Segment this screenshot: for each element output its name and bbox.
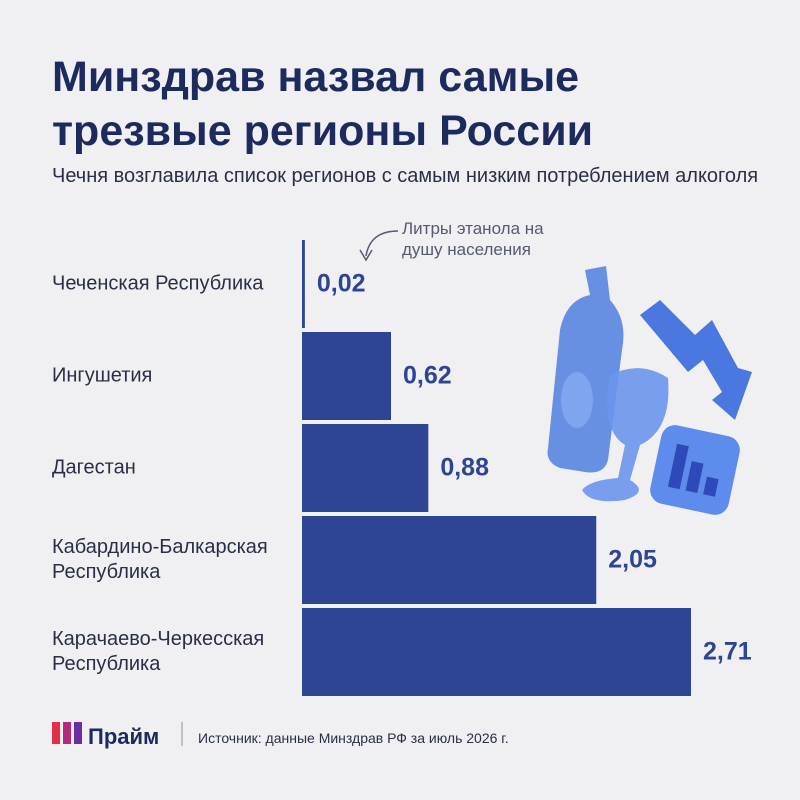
illustration <box>547 266 752 515</box>
value-label: 2,71 <box>703 637 752 666</box>
bar <box>302 240 305 328</box>
value-label: 0,62 <box>402 361 452 390</box>
category-label: Кабардино-Балкарская Республика <box>52 536 268 583</box>
bar <box>302 608 691 696</box>
bar <box>302 332 391 420</box>
bar <box>302 516 597 604</box>
chart-icon-bar <box>685 461 704 493</box>
annotation-arrow <box>365 230 399 257</box>
annotation-arrowhead <box>359 249 373 262</box>
category-label: Чеченская Республика <box>52 272 264 295</box>
brand: Прайм <box>88 724 160 749</box>
bar <box>302 424 429 512</box>
logo-mark <box>52 722 60 744</box>
bottle <box>547 266 624 473</box>
chart-icon-bar <box>667 443 689 490</box>
glass <box>582 368 669 502</box>
value-label: 0,02 <box>316 269 366 298</box>
down-arrow <box>640 300 752 420</box>
subtitle: Чечня возглавила список регионов с самым… <box>52 165 759 187</box>
category-label: Карачаево-Черкесская Республика <box>52 628 265 675</box>
category-label: Дагестан <box>52 456 136 479</box>
title: Минздрав назвал самые трезвые регионы Ро… <box>52 53 594 155</box>
logo-mark <box>63 722 71 744</box>
chart-icon-bar <box>703 476 719 497</box>
annotation: Литры этанола на душу населения <box>402 219 544 259</box>
source: Источник: данные Минздрав РФ за июль 202… <box>198 730 509 746</box>
bottle-label <box>561 372 593 428</box>
logo-mark <box>74 722 82 744</box>
value-label: 0,88 <box>440 453 489 482</box>
value-label: 2,05 <box>608 545 657 574</box>
category-label: Ингушетия <box>52 364 153 387</box>
